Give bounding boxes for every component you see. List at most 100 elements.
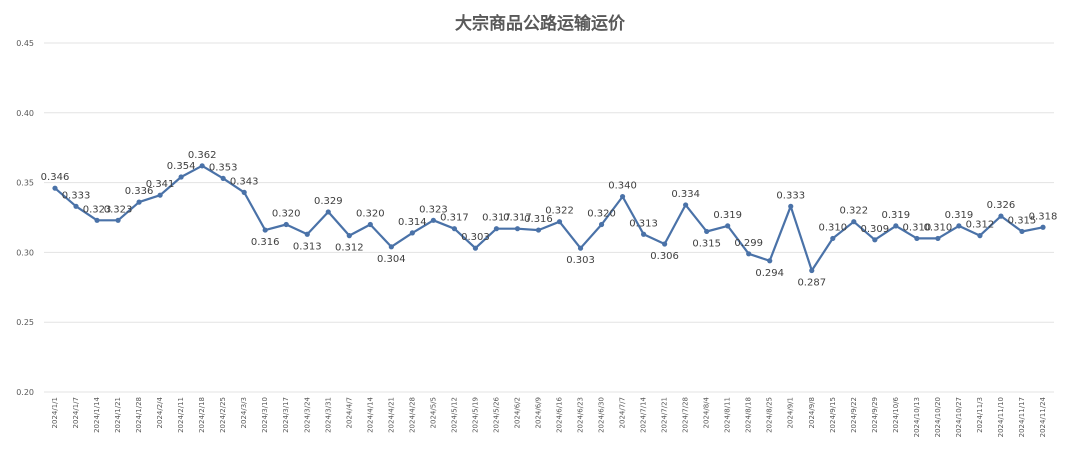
data-label: 0.322: [545, 206, 574, 217]
y-tick-label: 0.45: [16, 39, 34, 48]
x-tick-label: 2024/9/1: [787, 397, 795, 428]
data-label: 0.326: [987, 200, 1016, 211]
data-label: 0.310: [818, 222, 847, 233]
x-tick-label: 2024/8/25: [766, 397, 774, 433]
data-point: [262, 227, 268, 233]
data-point: [304, 231, 310, 237]
data-label: 0.329: [314, 196, 343, 207]
x-tick-label: 2024/3/31: [324, 397, 332, 433]
data-point: [52, 185, 58, 191]
data-point: [788, 203, 794, 209]
data-point: [1040, 224, 1046, 230]
data-label: 0.333: [62, 190, 91, 201]
data-point: [220, 175, 226, 182]
x-tick-label: 2024/4/28: [408, 397, 416, 433]
x-tick-label: 2024/9/15: [829, 397, 837, 433]
data-label: 0.310: [903, 222, 932, 233]
data-point: [493, 226, 500, 232]
data-point: [872, 237, 878, 243]
data-point: [809, 267, 815, 274]
data-label: 0.306: [650, 251, 679, 262]
data-label: 0.317: [482, 213, 511, 224]
data-label: 0.323: [419, 204, 448, 215]
data-point: [746, 251, 752, 257]
x-tick-label: 2024/4/7: [345, 397, 353, 428]
data-point: [73, 203, 79, 209]
data-point: [767, 258, 773, 264]
data-point: [514, 226, 521, 232]
data-label: 0.317: [440, 213, 469, 224]
data-label: 0.313: [629, 218, 658, 229]
data-point: [94, 217, 100, 223]
x-tick-label: 2024/1/7: [72, 397, 80, 428]
x-tick-label: 2024/5/19: [471, 397, 479, 433]
x-tick-label: 2024/7/21: [661, 397, 669, 433]
data-label: 0.322: [839, 206, 868, 217]
x-tick-label: 2024/2/25: [219, 397, 227, 433]
x-tick-label: 2024/11/10: [997, 397, 1005, 437]
x-tick-label: 2024/2/4: [156, 396, 164, 428]
x-tick-label: 2024/7/28: [682, 397, 690, 433]
x-tick-label: 2024/10/20: [934, 397, 942, 437]
data-label: 0.340: [608, 181, 637, 192]
data-point: [241, 189, 247, 195]
data-label: 0.354: [167, 161, 196, 172]
data-label: 0.303: [461, 232, 490, 243]
data-label: 0.314: [398, 217, 427, 228]
data-label: 0.312: [335, 243, 364, 254]
y-tick-label: 0.20: [16, 388, 34, 397]
data-point: [283, 221, 289, 228]
data-label: 0.353: [209, 162, 238, 173]
data-label: 0.309: [861, 224, 890, 235]
x-tick-label: 2024/4/21: [387, 397, 395, 433]
x-tick-label: 2024/9/8: [808, 397, 816, 428]
data-point: [851, 219, 857, 225]
data-point: [556, 219, 563, 225]
x-tick-label: 2024/6/30: [598, 397, 606, 433]
data-point: [535, 227, 542, 233]
data-label: 0.303: [566, 255, 595, 266]
y-tick-label: 0.40: [16, 109, 34, 118]
data-label: 0.310: [924, 222, 953, 233]
data-point: [451, 226, 458, 232]
x-tick-label: 2024/8/18: [745, 397, 753, 433]
data-label: 0.319: [945, 210, 974, 221]
data-label: 0.333: [776, 190, 805, 201]
x-tick-label: 2024/8/4: [703, 396, 711, 428]
data-point: [136, 199, 142, 205]
series-line: [54, 164, 1044, 272]
data-point: [325, 209, 331, 215]
x-tick-label: 2024/5/5: [429, 397, 437, 428]
data-label: 0.346: [41, 172, 70, 183]
y-tick-label: 0.30: [16, 248, 34, 257]
data-point: [935, 235, 941, 242]
x-tick-label: 2024/11/3: [976, 397, 984, 433]
data-label: 0.316: [524, 214, 553, 225]
data-point: [830, 235, 836, 242]
data-point: [178, 174, 184, 180]
x-tick-label: 2024/9/22: [850, 397, 858, 433]
grid-lines: [44, 42, 1054, 393]
x-tick-label: 2024/10/6: [892, 396, 900, 432]
x-tick-label: 2024/6/9: [534, 397, 542, 428]
data-label: 0.318: [1029, 211, 1058, 222]
data-point: [977, 233, 983, 239]
data-label: 0.294: [755, 268, 784, 279]
x-tick-label: 2024/10/13: [913, 397, 921, 437]
y-tick-label: 0.25: [16, 318, 34, 327]
x-tick-label: 2024/4/14: [366, 396, 374, 432]
data-label: 0.319: [882, 210, 911, 221]
data-point: [367, 221, 373, 228]
data-point: [914, 235, 920, 242]
data-label: 0.312: [966, 220, 995, 231]
data-point: [346, 233, 352, 239]
x-tick-label: 2024/3/10: [261, 397, 269, 433]
x-tick-label: 2024/3/3: [240, 397, 248, 428]
data-point: [577, 245, 584, 251]
data-label: 0.320: [272, 208, 301, 219]
data-label: 0.319: [713, 210, 742, 221]
data-point: [157, 192, 163, 198]
data-label: 0.320: [587, 208, 616, 219]
x-tick-label: 2024/11/24: [1039, 396, 1047, 437]
